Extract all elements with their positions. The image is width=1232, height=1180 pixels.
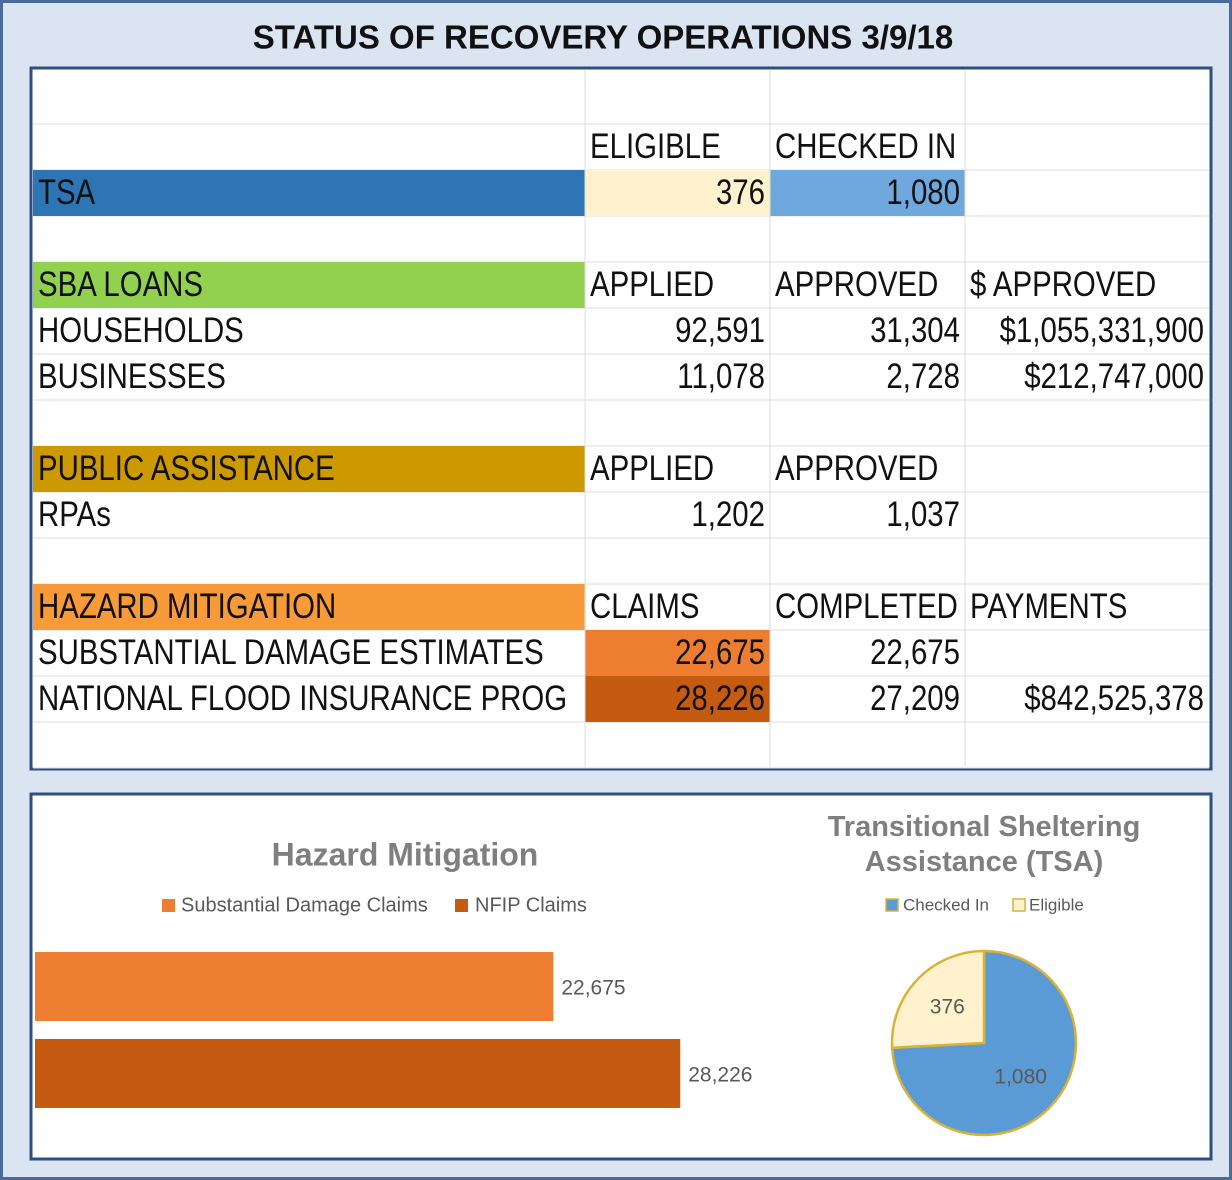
table-cell: APPROVED <box>775 449 938 488</box>
legend-swatch <box>455 899 468 912</box>
table-cell: $1,055,331,900 <box>1000 311 1204 350</box>
bar-label: 22,675 <box>561 977 625 1000</box>
table-cell: HAZARD MITIGATION <box>38 587 336 626</box>
cell-fill <box>585 630 770 676</box>
table-cell: SBA LOANS <box>38 265 203 304</box>
pie-label: 1,080 <box>994 1065 1047 1088</box>
bar <box>35 952 554 1021</box>
pie-slice <box>890 949 986 1050</box>
table-cell: SUBSTANTIAL DAMAGE ESTIMATES <box>38 633 544 672</box>
table-cell: 1,202 <box>691 495 765 534</box>
cell-fill <box>770 170 965 216</box>
table-cell: TSA <box>38 173 96 212</box>
page-title: STATUS OF RECOVERY OPERATIONS 3/9/18 <box>253 19 953 56</box>
legend-swatch <box>885 898 899 912</box>
table-cell: 31,304 <box>870 311 960 350</box>
table-cell: $842,525,378 <box>1024 679 1204 718</box>
legend-label: Eligible <box>1029 895 1084 914</box>
table-cell: HOUSEHOLDS <box>38 311 244 350</box>
cell-fill <box>33 170 585 216</box>
bar-label: 28,226 <box>688 1064 752 1087</box>
table-cell: COMPLETED <box>775 587 958 626</box>
table-cell: 376 <box>716 173 765 212</box>
bar-title: Hazard Mitigation <box>272 836 539 872</box>
pie-title: Transitional Sheltering Assistance (TSA) <box>827 811 1141 878</box>
table-cell: 22,675 <box>675 633 765 672</box>
table-cell: $212,747,000 <box>1024 357 1204 396</box>
cell-fill <box>585 676 770 722</box>
table-cell: APPLIED <box>590 449 714 488</box>
table-cell: 27,209 <box>870 679 960 718</box>
table-cell: PUBLIC ASSISTANCE <box>38 449 335 488</box>
cell-fill <box>585 170 770 216</box>
legend-swatch <box>162 899 175 912</box>
table-cell: 2,728 <box>886 357 960 396</box>
legend-swatch <box>1012 898 1026 912</box>
table-cell: 28,226 <box>675 679 765 718</box>
legend-label: NFIP Claims <box>475 894 587 916</box>
table-cell: RPAs <box>38 495 111 534</box>
table-cell: $ APPROVED <box>970 265 1156 304</box>
table-cell: 1,080 <box>886 173 960 212</box>
table-cell: 1,037 <box>886 495 960 534</box>
table-cell: ELIGIBLE <box>590 127 721 166</box>
legend-label: Substantial Damage Claims <box>181 894 428 916</box>
table-cell: APPROVED <box>775 265 938 304</box>
table-cell: NATIONAL FLOOD INSURANCE PROG <box>38 679 567 718</box>
table-cell: 92,591 <box>675 311 765 350</box>
cell-fill <box>33 584 585 630</box>
table-cell: CHECKED IN <box>775 127 956 166</box>
table-cell: APPLIED <box>590 265 714 304</box>
table-cell: 22,675 <box>870 633 960 672</box>
table-cell: PAYMENTS <box>970 587 1127 626</box>
table-cell: 11,078 <box>677 357 765 396</box>
cell-fill <box>33 262 585 308</box>
pie-label: 376 <box>930 996 965 1019</box>
table-cell: CLAIMS <box>590 587 699 626</box>
cell-fill <box>33 446 585 492</box>
bar <box>35 1039 681 1108</box>
legend-label: Checked In <box>903 895 989 914</box>
table-cell: BUSINESSES <box>38 357 226 396</box>
